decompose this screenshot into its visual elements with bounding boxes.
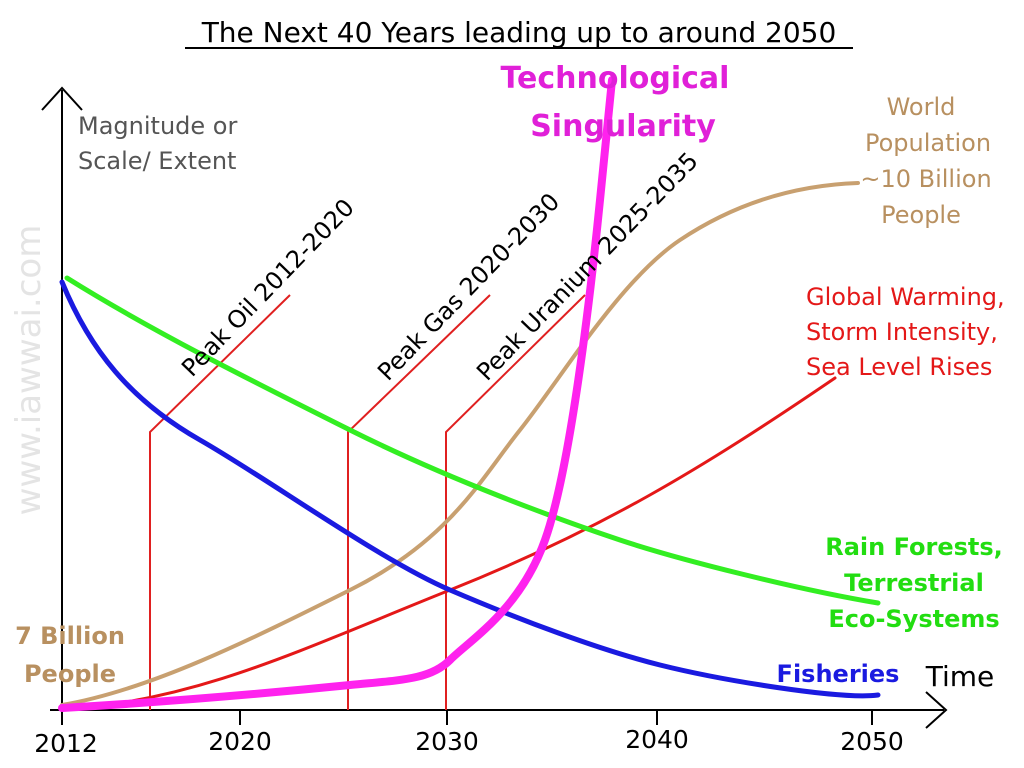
peak-lines — [149, 294, 586, 710]
population-curve — [60, 181, 860, 707]
singularity-label: Singularity — [530, 109, 716, 144]
start-population-label: 7 Billion — [15, 622, 125, 650]
forests-label: Terrestrial — [844, 569, 984, 597]
singularity-label: Technological — [501, 61, 730, 96]
x-tick-label: 2050 — [840, 727, 904, 756]
forests-label: Eco-Systems — [828, 605, 999, 633]
start-population-label: People — [24, 660, 116, 688]
title: The Next 40 Years leading up to around 2… — [201, 16, 837, 49]
population-label: People — [881, 201, 961, 229]
watermark: www.iawwai.com — [9, 225, 49, 516]
y-axis-label: Scale/ Extent — [78, 147, 236, 175]
fisheries-curve — [59, 279, 881, 699]
fisheries-label: Fisheries — [777, 660, 900, 688]
singularity-curve — [58, 76, 616, 712]
y-axis-label: Magnitude or — [78, 112, 237, 140]
x-axis-label: Time — [925, 660, 995, 693]
x-tick-label: 2040 — [625, 725, 689, 754]
forests-curve — [64, 275, 881, 606]
population-label: World — [887, 93, 956, 121]
warming-label: Storm Intensity, — [806, 318, 998, 346]
x-tick-label: 2020 — [208, 727, 272, 756]
peak-oil-label: Peak Oil 2012-2020 — [176, 193, 360, 382]
peak-gas-label: Peak Gas 2020-2030 — [372, 188, 565, 386]
x-tick-label: 2030 — [415, 727, 479, 756]
forests-label: Rain Forests, — [825, 533, 1003, 561]
warming-label: Sea Level Rises — [806, 353, 992, 381]
x-tick-label: 2012 — [34, 729, 98, 758]
population-label: ~10 Billion — [860, 165, 991, 193]
axes — [41, 86, 948, 729]
warming-label: Global Warming, — [806, 283, 1005, 311]
population-label: Population — [865, 129, 991, 157]
